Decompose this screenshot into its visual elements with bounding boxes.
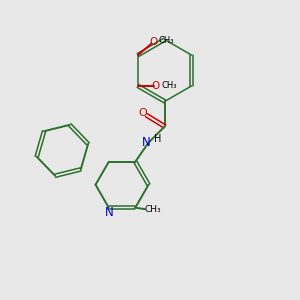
Text: H: H: [154, 134, 162, 144]
Text: CH₃: CH₃: [161, 82, 177, 91]
Text: O: O: [139, 108, 147, 118]
Text: O: O: [149, 37, 158, 47]
Text: CH₃: CH₃: [145, 205, 162, 214]
Text: CH₃: CH₃: [159, 36, 174, 45]
Text: N: N: [104, 206, 113, 219]
Text: N: N: [142, 136, 151, 149]
Text: O: O: [152, 81, 160, 91]
